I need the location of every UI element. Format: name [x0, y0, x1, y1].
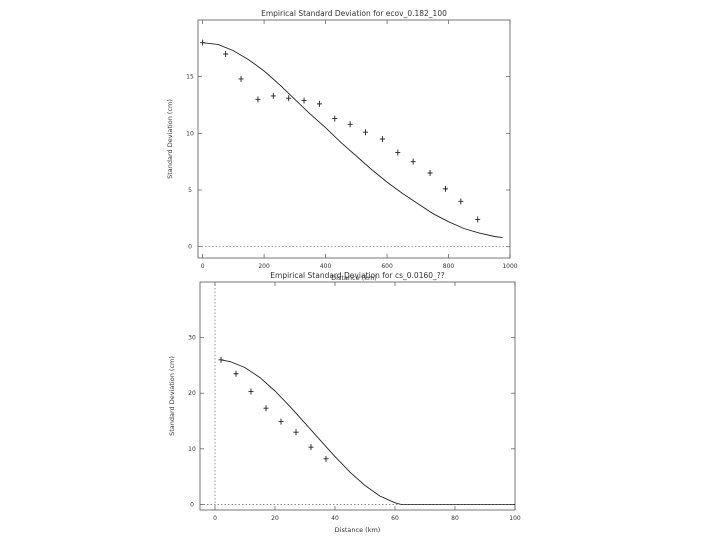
bottom-chart: Empirical Standard Deviation for cs_0.01… — [168, 271, 521, 534]
data-point-marker — [278, 418, 284, 425]
x-tick-label: 0 — [201, 263, 205, 270]
data-point-marker — [442, 185, 448, 192]
x-tick-label: 0 — [213, 515, 217, 522]
x-tick-label: 800 — [443, 263, 455, 270]
data-point-marker — [363, 129, 369, 136]
plot-frame — [197, 19, 511, 259]
x-tick-label: 100 — [509, 515, 521, 522]
data-point-marker — [248, 388, 254, 395]
data-point-marker — [395, 149, 401, 156]
data-point-marker — [323, 455, 329, 462]
data-point-marker — [255, 96, 261, 103]
x-tick-label: 60 — [391, 515, 399, 522]
x-axis-label: Distance (km) — [331, 274, 377, 282]
data-point-marker — [458, 198, 464, 205]
data-point-marker — [301, 97, 307, 104]
x-tick-label: 20 — [271, 515, 279, 522]
data-point-marker — [233, 370, 239, 377]
x-tick-label: 200 — [258, 263, 270, 270]
data-point-marker — [332, 115, 338, 122]
top-chart: Empirical Standard Deviation for ecov_0.… — [166, 9, 518, 282]
x-tick-label: 80 — [451, 515, 459, 522]
data-point-marker — [308, 444, 314, 451]
data-point-marker — [270, 92, 276, 99]
chart-title: Empirical Standard Deviation for ecov_0.… — [261, 9, 447, 18]
data-point-marker — [316, 100, 322, 107]
data-point-marker — [238, 75, 244, 82]
y-tick-label: 0 — [190, 501, 194, 508]
chart-title: Empirical Standard Deviation for cs_0.01… — [270, 271, 444, 280]
data-point-marker — [410, 158, 416, 165]
x-tick-label: 1000 — [502, 263, 517, 270]
data-point-marker — [347, 121, 353, 128]
y-axis-label: Standard Deviation (cm) — [168, 356, 176, 436]
plot-frame — [199, 281, 516, 511]
data-point-marker — [475, 216, 481, 223]
y-axis-label: Standard Deviation (cm) — [166, 99, 174, 179]
data-point-marker — [293, 429, 299, 436]
x-tick-label: 600 — [381, 263, 393, 270]
data-point-marker — [427, 170, 433, 176]
data-point-marker — [263, 405, 269, 412]
x-axis-label: Distance (km) — [335, 526, 381, 534]
y-tick-label: 10 — [188, 446, 196, 453]
y-tick-label: 5 — [188, 187, 192, 194]
y-tick-label: 0 — [188, 244, 192, 251]
x-tick-label: 400 — [320, 263, 332, 270]
y-tick-label: 15 — [186, 74, 194, 81]
data-point-marker — [223, 51, 229, 57]
model-curve — [202, 42, 503, 239]
x-tick-label: 40 — [331, 515, 339, 522]
data-point-marker — [379, 136, 385, 142]
model-curve — [220, 359, 515, 505]
y-tick-label: 20 — [188, 390, 196, 397]
y-tick-label: 30 — [188, 335, 196, 342]
data-point-marker — [286, 95, 292, 102]
y-tick-label: 10 — [186, 130, 194, 137]
